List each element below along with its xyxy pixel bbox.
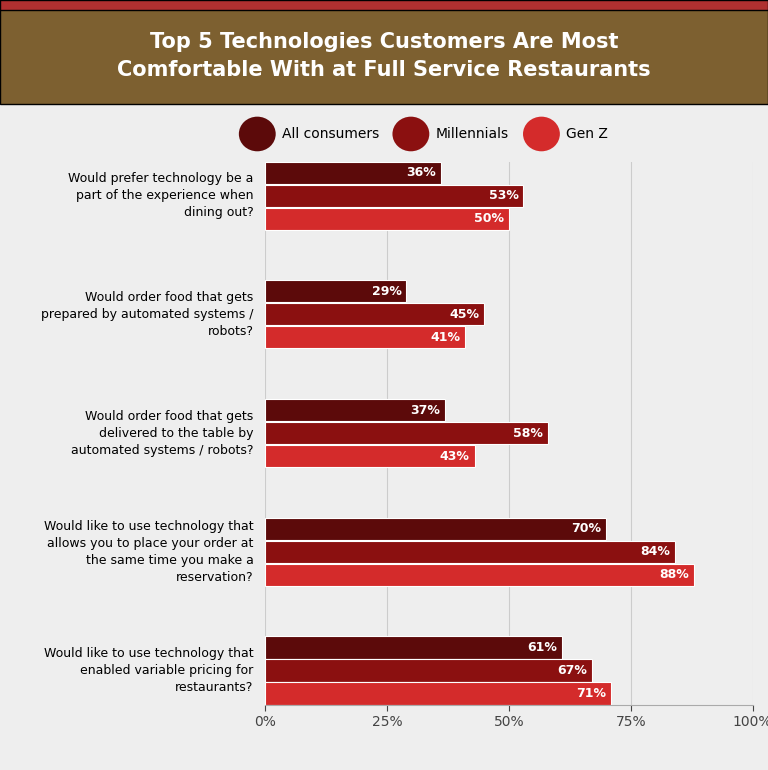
Text: 71%: 71% [576, 687, 607, 700]
FancyBboxPatch shape [0, 0, 768, 10]
Text: Gen Z: Gen Z [566, 127, 608, 141]
Text: All consumers: All consumers [282, 127, 379, 141]
FancyBboxPatch shape [0, 0, 768, 104]
Ellipse shape [523, 117, 560, 151]
Text: 36%: 36% [406, 166, 435, 179]
Text: 88%: 88% [660, 568, 689, 581]
Bar [265, 162, 441, 184]
Text: Would like to use technology that
enabled variable pricing for
restaurants?: Would like to use technology that enable… [44, 647, 253, 694]
Text: 50%: 50% [474, 213, 504, 226]
Bar [265, 637, 562, 658]
Text: Top 5 Technologies Customers Are Most
Comfortable With at Full Service Restauran: Top 5 Technologies Customers Are Most Co… [118, 32, 650, 80]
Text: 61%: 61% [528, 641, 558, 654]
Text: 70%: 70% [571, 522, 601, 535]
Text: 84%: 84% [640, 545, 670, 558]
Bar [265, 659, 591, 681]
Text: Millennials: Millennials [435, 127, 508, 141]
Text: 37%: 37% [411, 403, 441, 417]
Bar [265, 303, 485, 326]
Text: 43%: 43% [440, 450, 470, 463]
Bar [265, 564, 694, 586]
Ellipse shape [392, 117, 429, 151]
Text: 67%: 67% [557, 664, 587, 677]
Bar [265, 517, 607, 540]
Text: Would like to use technology that
allows you to place your order at
the same tim: Would like to use technology that allows… [44, 520, 253, 584]
Text: Would order food that gets
prepared by automated systems /
robots?: Would order food that gets prepared by a… [41, 291, 253, 338]
Text: 45%: 45% [449, 308, 479, 321]
Text: 58%: 58% [513, 427, 543, 440]
Bar [265, 185, 524, 207]
Bar [265, 399, 445, 421]
Bar [265, 422, 548, 444]
Text: Would order food that gets
delivered to the table by
automated systems / robots?: Would order food that gets delivered to … [71, 410, 253, 457]
Text: 29%: 29% [372, 285, 402, 298]
Bar [265, 280, 406, 303]
Bar [265, 326, 465, 349]
Text: 41%: 41% [430, 331, 460, 344]
Bar [265, 208, 508, 229]
Ellipse shape [239, 117, 276, 151]
Text: Would prefer technology be a
part of the experience when
dining out?: Would prefer technology be a part of the… [68, 172, 253, 219]
Bar [265, 541, 674, 563]
Bar [265, 445, 475, 467]
Bar [265, 682, 611, 705]
Text: 53%: 53% [488, 189, 518, 203]
